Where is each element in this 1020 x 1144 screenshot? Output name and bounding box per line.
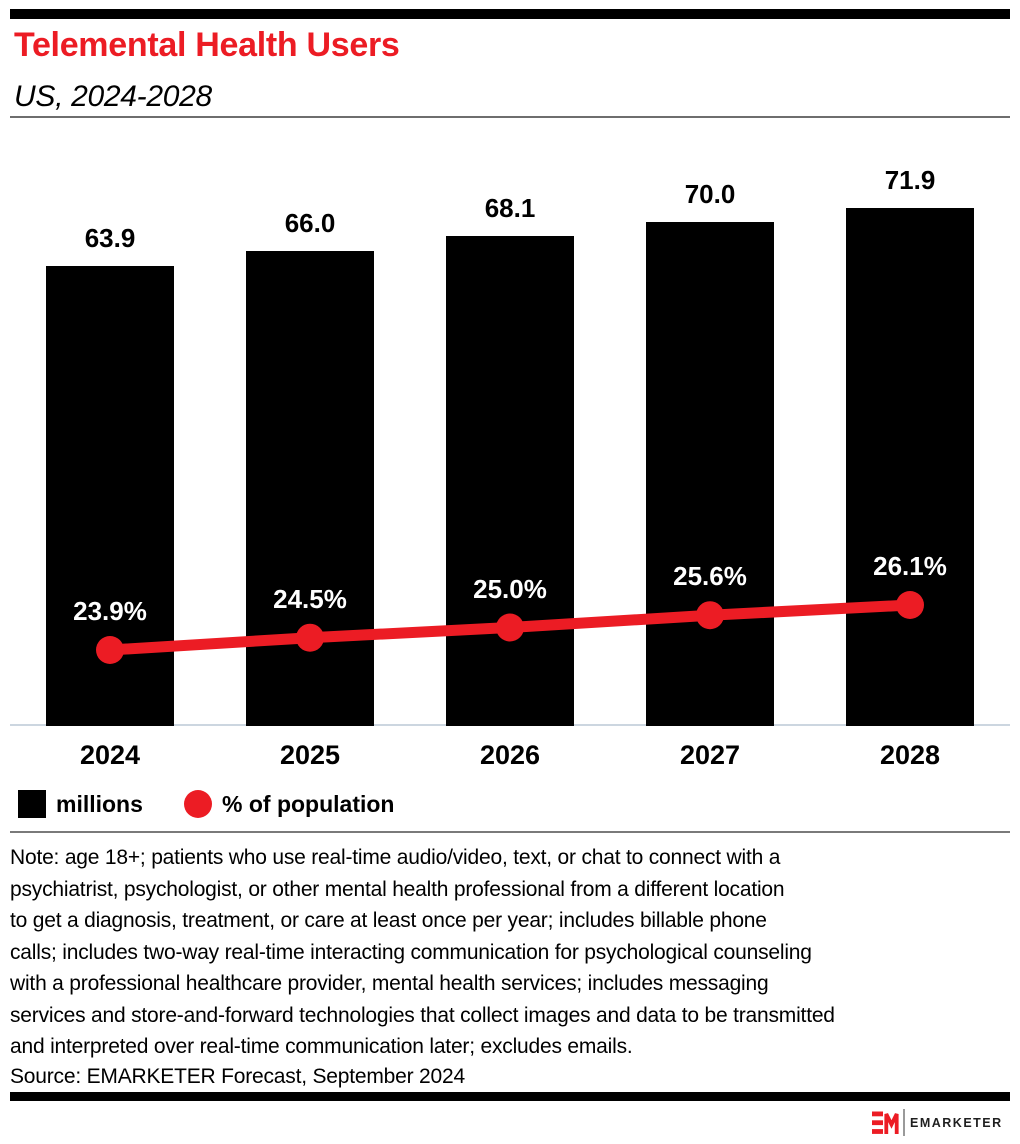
legend-label-percent: % of population [222, 791, 395, 817]
logo-divider [903, 1109, 905, 1136]
line-value-label: 23.9% [73, 596, 147, 626]
note-line: services and store-and-forward technolog… [10, 1003, 835, 1027]
note-line: and interpreted over real-time communica… [10, 1035, 633, 1058]
line-value-label: 26.1% [873, 551, 947, 581]
footer-logo: EMARKETER [870, 1109, 1010, 1137]
line-value-label: 25.6% [673, 561, 747, 592]
x-axis-line [10, 724, 1010, 726]
x-axis-label: 2026 [479, 740, 541, 770]
bar-2026 [446, 235, 574, 726]
line-point-marker [696, 601, 724, 630]
header-divider [10, 116, 1010, 118]
bar-2027 [646, 222, 774, 726]
note-text: Note: age 18+; patients who use real-tim… [10, 842, 1015, 1063]
x-axis-label: 2025 [279, 740, 341, 770]
line-value-label: 24.5% [273, 583, 347, 614]
line-point-marker [96, 636, 124, 664]
bar-2024 [46, 265, 174, 726]
legend-swatch-percent [184, 790, 212, 818]
legend-swatch-millions [18, 790, 46, 818]
emarketer-logo-text: EMARKETER [910, 1116, 1003, 1130]
note-line: psychiatrist, psychologist, or other men… [10, 877, 785, 901]
x-axis-label: 2028 [879, 740, 941, 770]
note-line: calls; includes two-way real-time intera… [10, 940, 812, 964]
line-point-marker [496, 613, 524, 642]
chart-title: Telemental Health Users [14, 26, 400, 64]
legend: millions % of population [18, 790, 1008, 818]
note-line: Note: age 18+; patients who use real-tim… [10, 846, 781, 869]
x-axis-label: 2024 [79, 740, 141, 770]
note-line: with a professional healthcare provider,… [10, 972, 769, 995]
top-divider-bar [10, 9, 1010, 19]
x-axis-label: 2027 [679, 740, 741, 770]
line-point-marker [896, 591, 924, 620]
bar-2025 [246, 250, 374, 726]
line-value-label: 25.0% [473, 573, 547, 604]
line-path [104, 599, 916, 656]
source-text: Source: EMARKETER Forecast, September 20… [10, 1065, 465, 1088]
bar-value-label: 66.0 [284, 207, 336, 238]
bar-value-label: 70.0 [684, 179, 736, 209]
note-divider [10, 831, 1010, 833]
bar-2028 [846, 208, 974, 726]
chart-subtitle: US, 2024-2028 [14, 80, 212, 113]
line-point-marker [296, 623, 324, 652]
bar-value-label: 63.9 [84, 222, 136, 253]
legend-label-millions: millions [56, 791, 143, 817]
note-line: to get a diagnosis, treatment, or care a… [10, 909, 767, 932]
bar-value-label: 71.9 [884, 165, 936, 196]
bar-value-label: 68.1 [484, 192, 536, 223]
emarketer-logo-icon [872, 1111, 899, 1134]
bottom-divider-bar [10, 1092, 1010, 1101]
